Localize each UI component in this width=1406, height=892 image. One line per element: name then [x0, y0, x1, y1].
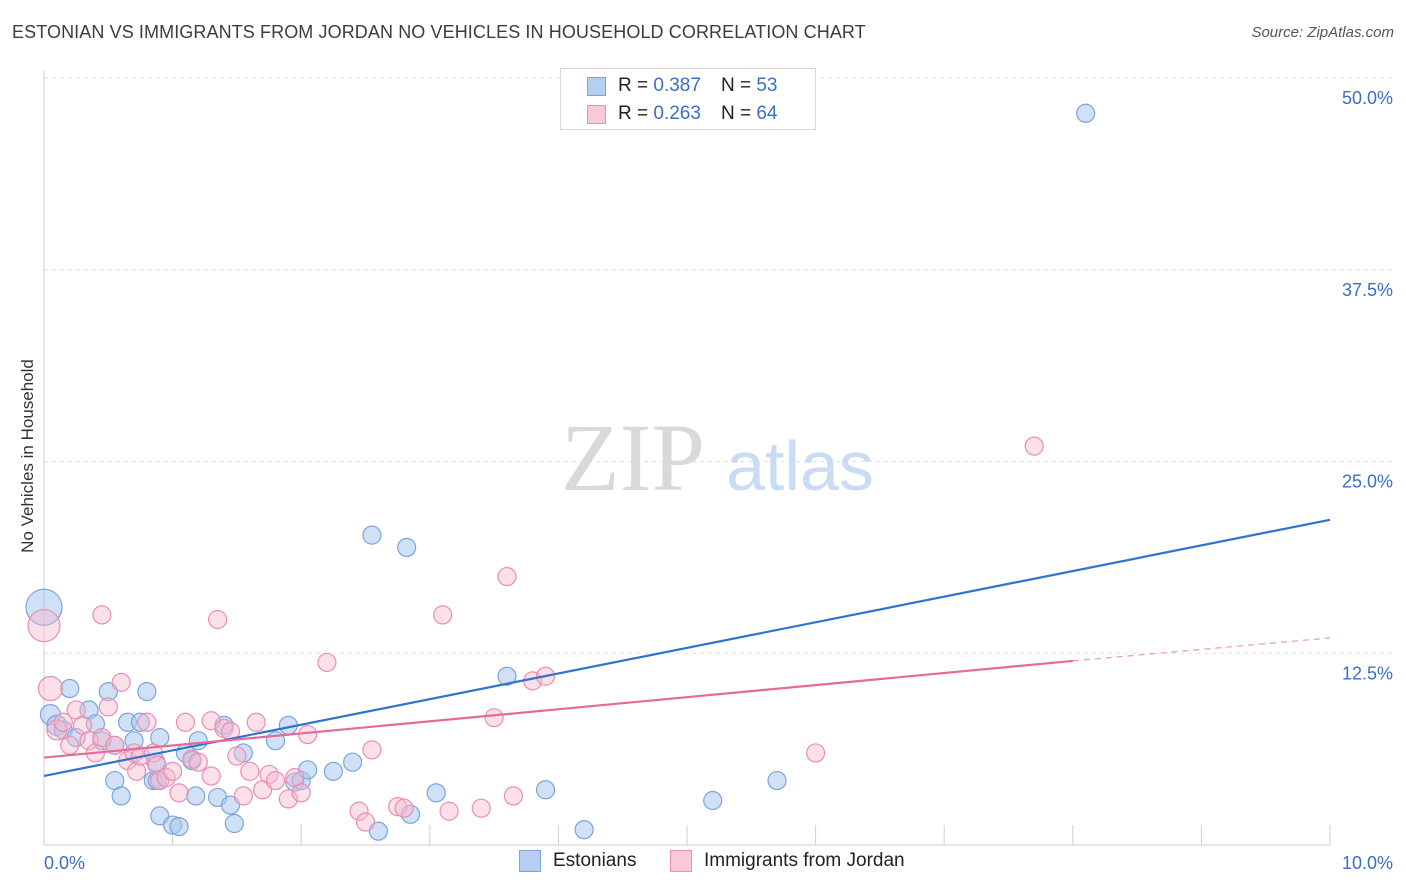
data-point-jordan — [169, 783, 189, 803]
trend-line-estonians — [43, 518, 1331, 778]
legend-swatch-pink — [670, 850, 692, 872]
data-point-jordan — [497, 566, 517, 587]
data-point-jordan — [439, 801, 459, 821]
data-point-jordan — [317, 652, 337, 673]
data-point-jordan — [298, 724, 318, 745]
data-point-estonians — [169, 816, 189, 837]
data-point-jordan — [188, 752, 208, 772]
data-point-estonians — [703, 790, 723, 811]
data-point-estonians — [60, 678, 80, 699]
data-point-estonians — [323, 761, 343, 781]
data-point-jordan — [137, 712, 157, 732]
data-point-jordan — [394, 798, 414, 818]
legend-item-estonians: Estonians — [519, 850, 636, 872]
watermark-zip: ZIP — [561, 404, 705, 511]
data-point-estonians — [362, 525, 382, 545]
legend-r-value: 0.263 — [653, 103, 701, 124]
data-point-jordan — [484, 708, 504, 728]
data-point-jordan — [126, 761, 147, 781]
data-point-jordan — [201, 766, 221, 786]
data-point-jordan — [503, 786, 523, 806]
data-point-jordan — [388, 797, 408, 817]
correlation-legend: R = 0.387 N = 53 R = 0.263 N = 64 — [560, 68, 816, 130]
data-point-estonians — [497, 666, 517, 686]
data-point-estonians — [186, 786, 206, 806]
legend-n-label: N = — [720, 75, 752, 96]
legend-r-value: 0.387 — [653, 75, 701, 96]
grid-lines — [44, 77, 1393, 654]
data-point-estonians — [137, 681, 157, 702]
data-point-jordan — [805, 743, 826, 763]
data-point-jordan — [37, 675, 64, 702]
trend-line-jordan-extension — [1072, 637, 1331, 662]
data-point-estonians — [397, 537, 417, 558]
legend-swatch-blue — [587, 76, 606, 96]
legend-n-value: 64 — [756, 103, 778, 124]
watermark-atlas: atlas — [726, 427, 874, 505]
data-point-jordan — [355, 812, 376, 832]
data-point-jordan — [1024, 436, 1044, 456]
data-point-jordan — [233, 786, 253, 806]
legend-r-label: R = — [618, 103, 649, 124]
data-point-estonians — [224, 813, 244, 834]
data-point-jordan — [362, 740, 382, 760]
legend-row-jordan: R = 0.263 N = 64 — [587, 101, 777, 127]
legend-item-label: Estonians — [553, 850, 637, 871]
data-point-jordan — [471, 798, 491, 818]
data-point-jordan — [60, 735, 80, 755]
legend-row-estonians: R = 0.387 N = 53 — [587, 73, 777, 99]
data-point-estonians — [25, 588, 63, 626]
data-point-jordan — [246, 712, 266, 732]
trend-line-jordan — [43, 659, 1073, 759]
trend-lines — [43, 518, 1331, 778]
data-point-estonians — [1076, 103, 1096, 123]
data-point-estonians — [111, 786, 131, 806]
data-point-jordan — [53, 712, 73, 732]
watermark: ZIP atlas — [561, 404, 874, 511]
source-label: Source: ZipAtlas.com — [1251, 24, 1394, 41]
data-point-jordan — [349, 801, 369, 821]
data-point-jordan — [433, 605, 453, 625]
data-point-jordan — [175, 712, 196, 732]
legend-item-jordan: Immigrants from Jordan — [670, 850, 905, 872]
y-tick-label: 12.5% — [1342, 663, 1393, 683]
data-point-estonians — [426, 783, 446, 803]
data-point-estonians — [535, 780, 556, 800]
data-point-estonians — [130, 712, 151, 732]
legend-n-label: N = — [720, 103, 752, 124]
series-legend: Estonians Immigrants from Jordan — [0, 850, 1406, 878]
y-tick-label: 37.5% — [1342, 280, 1393, 300]
legend-item-label: Immigrants from Jordan — [704, 850, 905, 871]
data-point-jordan — [265, 770, 286, 791]
data-point-jordan — [240, 761, 260, 781]
data-point-jordan — [98, 697, 118, 717]
y-tick-label: 50.0% — [1342, 88, 1393, 108]
y-tick-label: 25.0% — [1342, 472, 1393, 492]
data-point-jordan — [163, 761, 183, 781]
legend-swatch-blue — [519, 850, 541, 872]
data-point-jordan — [291, 783, 311, 803]
x-tick-label-right: 10.0% — [1342, 853, 1393, 873]
data-point-jordan — [92, 605, 112, 625]
series-jordan — [27, 436, 1044, 832]
legend-r-label: R = — [618, 75, 649, 96]
legend-n-value: 53 — [756, 75, 778, 96]
data-point-jordan — [208, 609, 228, 630]
data-point-jordan — [111, 672, 131, 692]
x-tick-label-left: 0.0% — [44, 853, 85, 873]
y-tick-labels: 12.5% 25.0% 37.5% 50.0% — [1342, 88, 1393, 683]
legend-swatch-pink — [587, 104, 606, 124]
chart-title: ESTONIAN VS IMMIGRANTS FROM JORDAN NO VE… — [12, 22, 866, 42]
data-point-jordan — [227, 746, 247, 766]
data-point-jordan — [27, 609, 61, 643]
data-point-estonians — [343, 752, 363, 772]
data-point-estonians — [767, 770, 787, 791]
data-point-estonians — [574, 820, 594, 840]
y-axis-label: No Vehicles in Household — [18, 359, 37, 553]
